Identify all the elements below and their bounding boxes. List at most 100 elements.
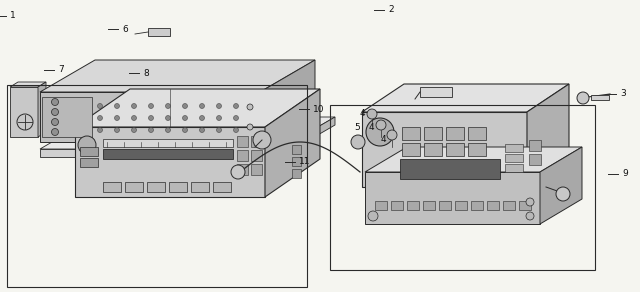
Polygon shape (40, 149, 280, 157)
Circle shape (166, 128, 170, 133)
Circle shape (51, 128, 58, 135)
Circle shape (51, 98, 58, 105)
Circle shape (148, 128, 154, 133)
Bar (80, 158, 98, 167)
Bar (505, 164, 523, 172)
Polygon shape (540, 147, 582, 224)
Text: 4: 4 (369, 124, 374, 133)
Bar (420, 87, 452, 97)
Circle shape (216, 116, 221, 121)
Polygon shape (40, 92, 260, 142)
Polygon shape (75, 89, 320, 127)
Circle shape (115, 116, 120, 121)
Polygon shape (527, 84, 569, 187)
Circle shape (200, 116, 205, 121)
Bar (375, 201, 387, 210)
Bar (487, 201, 499, 210)
Bar (446, 127, 464, 140)
Bar (237, 136, 248, 147)
Polygon shape (362, 112, 527, 187)
Polygon shape (260, 60, 315, 142)
Polygon shape (40, 60, 315, 92)
Text: 8: 8 (143, 69, 148, 77)
Polygon shape (75, 127, 265, 197)
Bar (424, 143, 442, 156)
Polygon shape (10, 82, 46, 87)
Text: 4: 4 (360, 110, 365, 119)
Circle shape (78, 136, 96, 154)
Bar (292, 145, 301, 154)
Circle shape (148, 103, 154, 109)
Bar (251, 164, 262, 175)
Bar (468, 143, 486, 156)
Bar (407, 201, 419, 210)
Text: 7: 7 (58, 65, 64, 74)
Bar (80, 147, 98, 156)
Bar (402, 127, 420, 140)
Circle shape (131, 103, 136, 109)
Circle shape (387, 130, 397, 140)
Circle shape (115, 128, 120, 133)
Bar (292, 157, 301, 166)
Circle shape (200, 103, 205, 109)
Bar (529, 154, 541, 165)
Bar (505, 154, 523, 162)
Circle shape (182, 128, 188, 133)
Circle shape (166, 116, 170, 121)
Circle shape (131, 128, 136, 133)
Circle shape (526, 198, 534, 206)
Bar (237, 164, 248, 175)
Bar (237, 150, 248, 161)
Bar (213, 182, 231, 192)
Bar (103, 149, 233, 159)
Circle shape (376, 120, 386, 130)
Bar (251, 150, 262, 161)
Bar (423, 201, 435, 210)
Bar (529, 140, 541, 151)
Circle shape (182, 116, 188, 121)
Circle shape (247, 104, 253, 110)
Bar (42, 97, 92, 137)
Polygon shape (265, 89, 320, 197)
Text: 3: 3 (620, 90, 626, 98)
Circle shape (556, 187, 570, 201)
Circle shape (234, 128, 239, 133)
Bar (148, 28, 170, 36)
Circle shape (234, 103, 239, 109)
Bar (505, 144, 523, 152)
Text: 2: 2 (388, 6, 394, 15)
Text: 1: 1 (10, 11, 16, 20)
Circle shape (51, 109, 58, 116)
Bar (471, 201, 483, 210)
Circle shape (148, 116, 154, 121)
Text: 9: 9 (622, 169, 628, 178)
Polygon shape (40, 117, 335, 149)
Polygon shape (365, 172, 540, 224)
Circle shape (97, 116, 102, 121)
Bar (391, 201, 403, 210)
Bar (468, 127, 486, 140)
Circle shape (97, 128, 102, 133)
Polygon shape (10, 87, 38, 137)
Circle shape (367, 109, 377, 119)
Bar (103, 139, 233, 147)
Circle shape (166, 103, 170, 109)
Bar (439, 201, 451, 210)
Circle shape (351, 135, 365, 149)
Text: 4: 4 (381, 135, 387, 143)
Bar (147, 182, 165, 192)
Bar (330, 105, 595, 270)
Circle shape (253, 131, 271, 149)
Bar (251, 136, 262, 147)
Bar (169, 182, 187, 192)
Circle shape (526, 212, 534, 220)
Text: 11: 11 (299, 157, 310, 166)
Circle shape (182, 103, 188, 109)
Circle shape (131, 116, 136, 121)
Circle shape (231, 165, 245, 179)
Circle shape (17, 114, 33, 130)
Bar (519, 201, 531, 210)
Circle shape (51, 119, 58, 126)
Circle shape (97, 103, 102, 109)
Circle shape (234, 116, 239, 121)
